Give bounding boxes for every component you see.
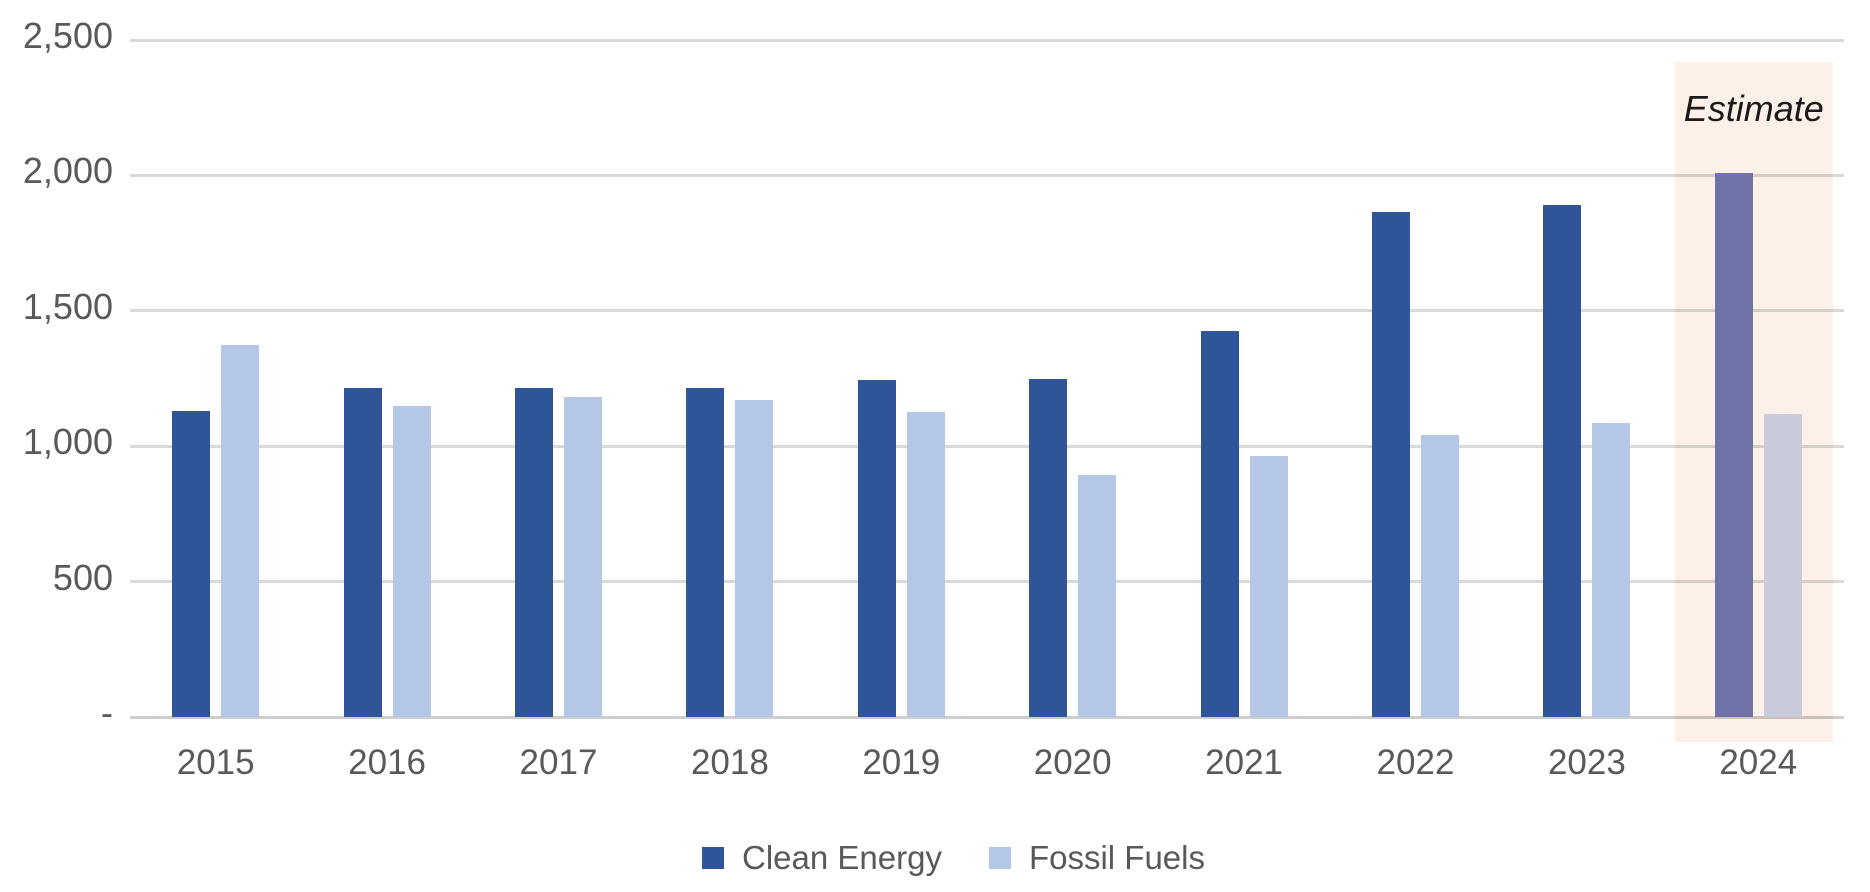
legend: Clean Energy Fossil Fuels <box>702 841 1205 874</box>
gridline-1500 <box>130 309 1844 313</box>
x-axis-label-2023: 2023 <box>1547 743 1626 782</box>
x-axis-label-2020: 2020 <box>1033 743 1112 782</box>
bar-fossil-fuels-2015 <box>221 344 260 717</box>
gridline-1000 <box>130 444 1844 448</box>
x-axis-label-2024: 2024 <box>1719 743 1798 782</box>
estimate-annotation: Estimate <box>1683 88 1824 129</box>
y-axis-label-1500: 1,500 <box>22 285 113 327</box>
bar-clean-energy-2018 <box>686 387 725 717</box>
bar-clean-energy-2017 <box>515 387 553 717</box>
bar-fossil-fuels-2016 <box>392 405 431 717</box>
x-axis-label-2021: 2021 <box>1205 743 1284 782</box>
legend-marker-fossil-fuels <box>988 846 1011 869</box>
bar-fossil-fuels-2021 <box>1249 455 1288 717</box>
bar-fossil-fuels-2024 <box>1763 413 1802 717</box>
bar-fossil-fuels-2022 <box>1421 435 1459 717</box>
legend-label-clean-energy: Clean Energy <box>742 839 942 876</box>
legend-item-clean-energy: Clean Energy <box>702 841 942 874</box>
bar-fossil-fuels-2018 <box>735 400 774 717</box>
bar-clean-energy-2016 <box>343 387 382 717</box>
bar-clean-energy-2024 <box>1714 172 1753 717</box>
bar-clean-energy-2021 <box>1200 331 1239 717</box>
estimate-band <box>1674 62 1833 742</box>
x-axis-label-2015: 2015 <box>176 743 255 782</box>
bar-clean-energy-2022 <box>1372 211 1410 717</box>
bar-fossil-fuels-2019 <box>906 412 945 717</box>
x-axis-label-2016: 2016 <box>348 743 427 782</box>
bar-clean-energy-2015 <box>172 410 211 717</box>
x-axis-line <box>130 716 1844 719</box>
y-axis-label-500: 500 <box>52 556 113 598</box>
x-axis-label-2017: 2017 <box>519 743 598 782</box>
bar-fossil-fuels-2023 <box>1592 423 1631 717</box>
legend-item-fossil-fuels: Fossil Fuels <box>988 839 1205 876</box>
bar-clean-energy-2019 <box>857 379 896 717</box>
y-axis-label-2000: 2,000 <box>22 150 113 192</box>
gridline-500 <box>130 580 1844 584</box>
x-axis-label-2018: 2018 <box>690 743 769 782</box>
bar-clean-energy-2023 <box>1543 205 1582 717</box>
x-axis-label-2019: 2019 <box>862 743 941 782</box>
y-axis-label-0: - <box>101 692 113 733</box>
legend-marker-clean-energy <box>702 846 724 869</box>
gridline-2500 <box>130 38 1844 42</box>
bar-fossil-fuels-2020 <box>1078 474 1117 717</box>
y-axis-label-2500: 2,500 <box>22 15 113 56</box>
y-axis-label-1000: 1,000 <box>22 421 113 463</box>
gridline-2000 <box>130 173 1844 177</box>
legend-label-fossil-fuels: Fossil Fuels <box>1028 839 1205 876</box>
bar-fossil-fuels-2017 <box>564 397 602 717</box>
x-axis-label-2022: 2022 <box>1376 743 1455 782</box>
bar-clean-energy-2020 <box>1029 378 1068 717</box>
